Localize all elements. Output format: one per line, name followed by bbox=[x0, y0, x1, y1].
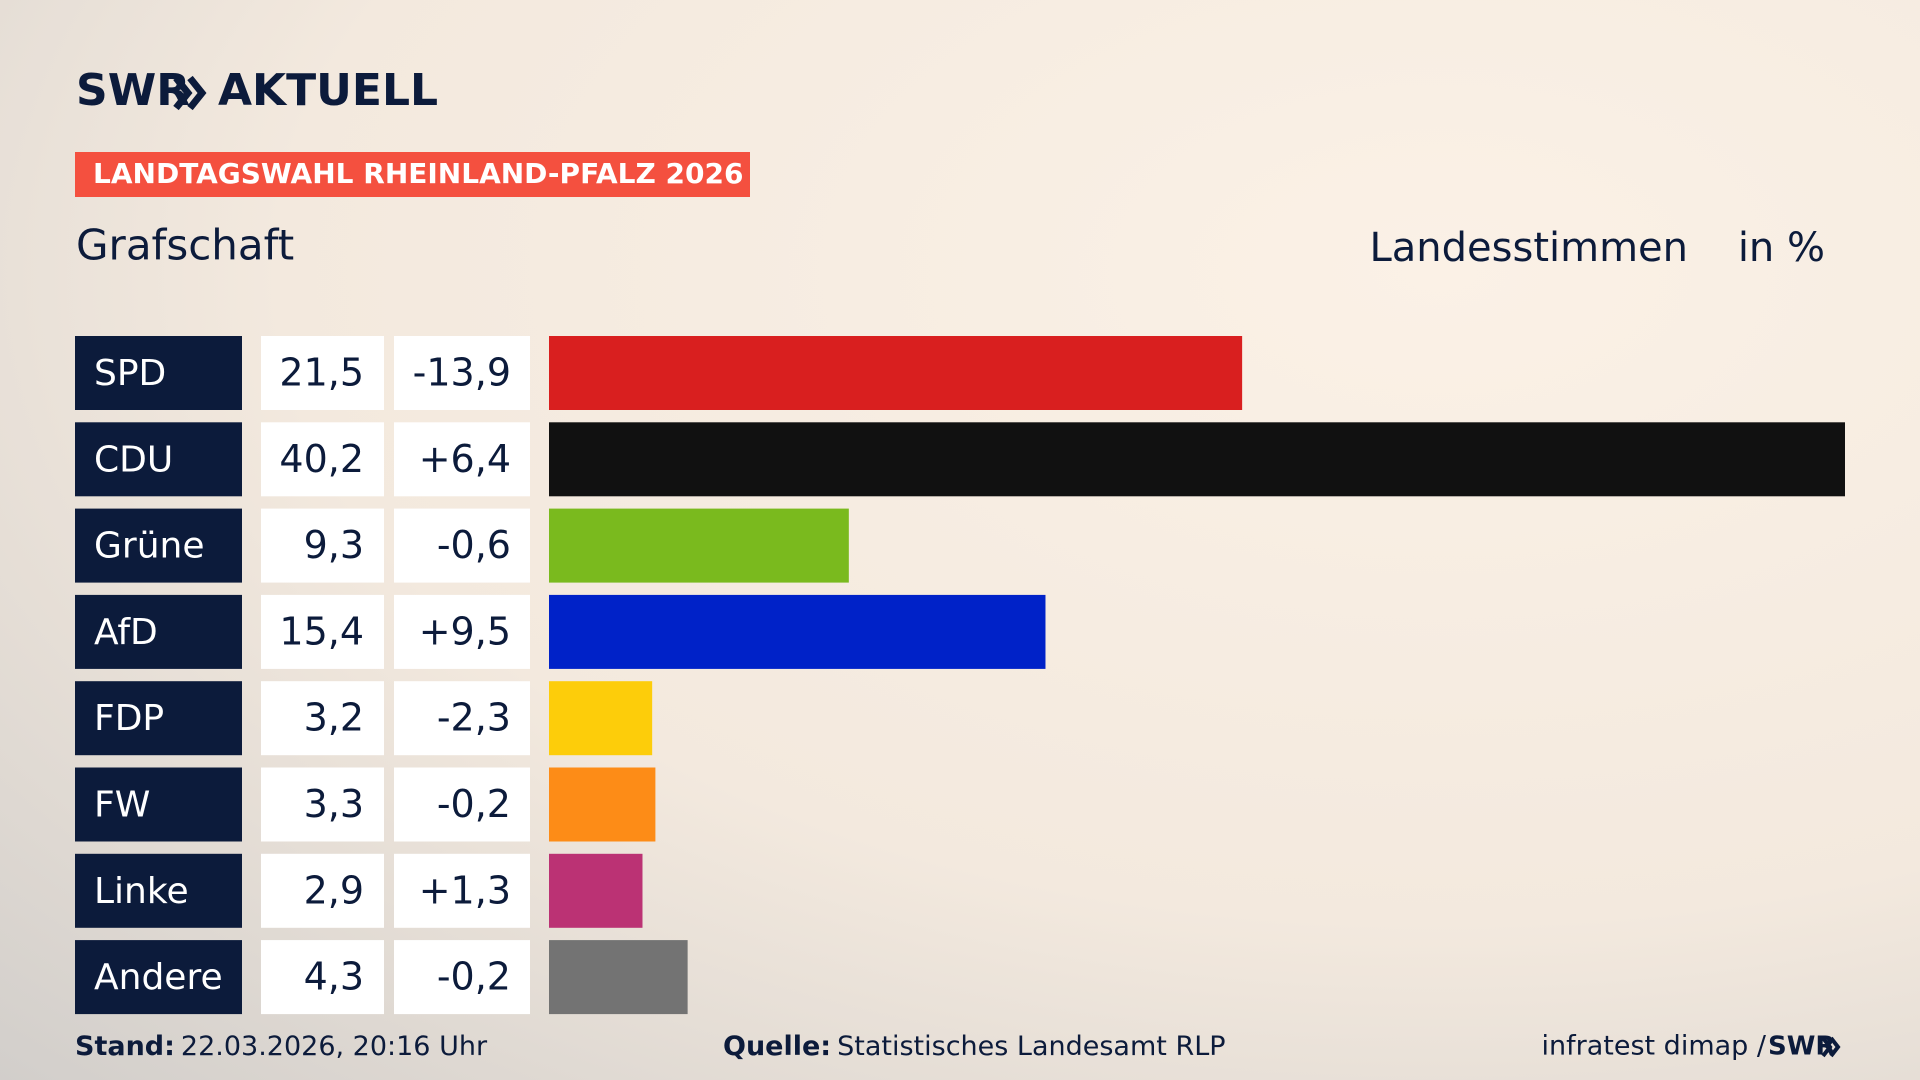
party-label: FW bbox=[94, 785, 150, 826]
change-cell bbox=[394, 940, 530, 1015]
bar bbox=[549, 940, 688, 1015]
party-cell bbox=[75, 767, 242, 842]
change-label: -0,6 bbox=[437, 523, 511, 567]
credit-brand: SWR bbox=[1768, 1032, 1835, 1062]
brand: SWR bbox=[76, 65, 190, 116]
value-cell bbox=[261, 422, 384, 497]
value-label: 40,2 bbox=[279, 437, 364, 481]
bar bbox=[549, 594, 1046, 669]
value-label: 3,2 bbox=[304, 696, 364, 740]
footer-source: Quelle: Statistisches Landesamt RLP bbox=[723, 1031, 1226, 1062]
party-label: FDP bbox=[94, 698, 164, 739]
change-cell bbox=[394, 681, 530, 756]
tag-box bbox=[75, 152, 750, 197]
party-label: AfD bbox=[94, 612, 158, 653]
value-cell bbox=[261, 940, 384, 1015]
measure: Landesstimmen bbox=[1369, 225, 1688, 271]
party-cell bbox=[75, 336, 242, 410]
bar bbox=[549, 853, 643, 928]
credit-chevrons bbox=[1821, 1036, 1841, 1058]
change-cell bbox=[394, 853, 530, 928]
change-label: -2,3 bbox=[437, 696, 511, 740]
value-cell bbox=[261, 508, 384, 583]
change-label: +1,3 bbox=[419, 868, 511, 912]
value-cell bbox=[261, 853, 384, 928]
party-label: Andere bbox=[94, 957, 223, 998]
party-cell bbox=[75, 594, 242, 669]
unit: in % bbox=[1738, 225, 1825, 271]
bar bbox=[549, 767, 656, 842]
value-label: 21,5 bbox=[279, 351, 364, 395]
stand: 22.03.2026, 20:16 Uhr bbox=[181, 1031, 488, 1062]
change-cell bbox=[394, 422, 530, 497]
change-label: -0,2 bbox=[437, 782, 511, 826]
party-cell bbox=[75, 422, 242, 497]
source-label: Quelle: bbox=[723, 1031, 831, 1062]
stand-label: Stand: bbox=[75, 1031, 175, 1062]
chart-title: Grafschaft bbox=[76, 221, 294, 270]
party-cell bbox=[75, 681, 242, 756]
change-cell bbox=[394, 594, 530, 669]
party-label: CDU bbox=[94, 439, 173, 480]
value-cell bbox=[261, 681, 384, 756]
footer-stand: Stand: 22.03.2026, 20:16 Uhr bbox=[75, 1031, 488, 1062]
brand-chevrons bbox=[173, 75, 207, 111]
party-label: Grüne bbox=[94, 526, 204, 567]
change-label: +9,5 bbox=[419, 609, 511, 653]
credit: infratest dimap / bbox=[1541, 1031, 1766, 1062]
value-label: 3,3 bbox=[304, 782, 364, 826]
change-cell bbox=[394, 336, 530, 410]
brand-suffix: AKTUELL bbox=[218, 65, 438, 116]
value-cell bbox=[261, 594, 384, 669]
value-label: 4,3 bbox=[304, 955, 364, 999]
party-cell bbox=[75, 853, 242, 928]
change-label: -13,9 bbox=[413, 351, 511, 395]
bar bbox=[549, 508, 849, 583]
value-label: 2,9 bbox=[304, 868, 364, 912]
change-label: +6,4 bbox=[419, 437, 511, 481]
value-label: 15,4 bbox=[279, 609, 364, 653]
source: Statistisches Landesamt RLP bbox=[837, 1031, 1225, 1062]
party-cell bbox=[75, 508, 242, 583]
party-label: SPD bbox=[94, 353, 166, 394]
bar bbox=[549, 336, 1243, 410]
bar bbox=[549, 681, 653, 756]
value-cell bbox=[261, 336, 384, 410]
change-label: -0,2 bbox=[437, 955, 511, 999]
tag: LANDTAGSWAHL RHEINLAND-PFALZ 2026 bbox=[93, 157, 743, 190]
party-label: Linke bbox=[94, 871, 189, 912]
change-cell bbox=[394, 508, 530, 583]
value-cell bbox=[261, 767, 384, 842]
party-cell bbox=[75, 940, 242, 1015]
value-label: 9,3 bbox=[304, 523, 364, 567]
change-cell bbox=[394, 767, 530, 842]
bar bbox=[549, 422, 1845, 497]
